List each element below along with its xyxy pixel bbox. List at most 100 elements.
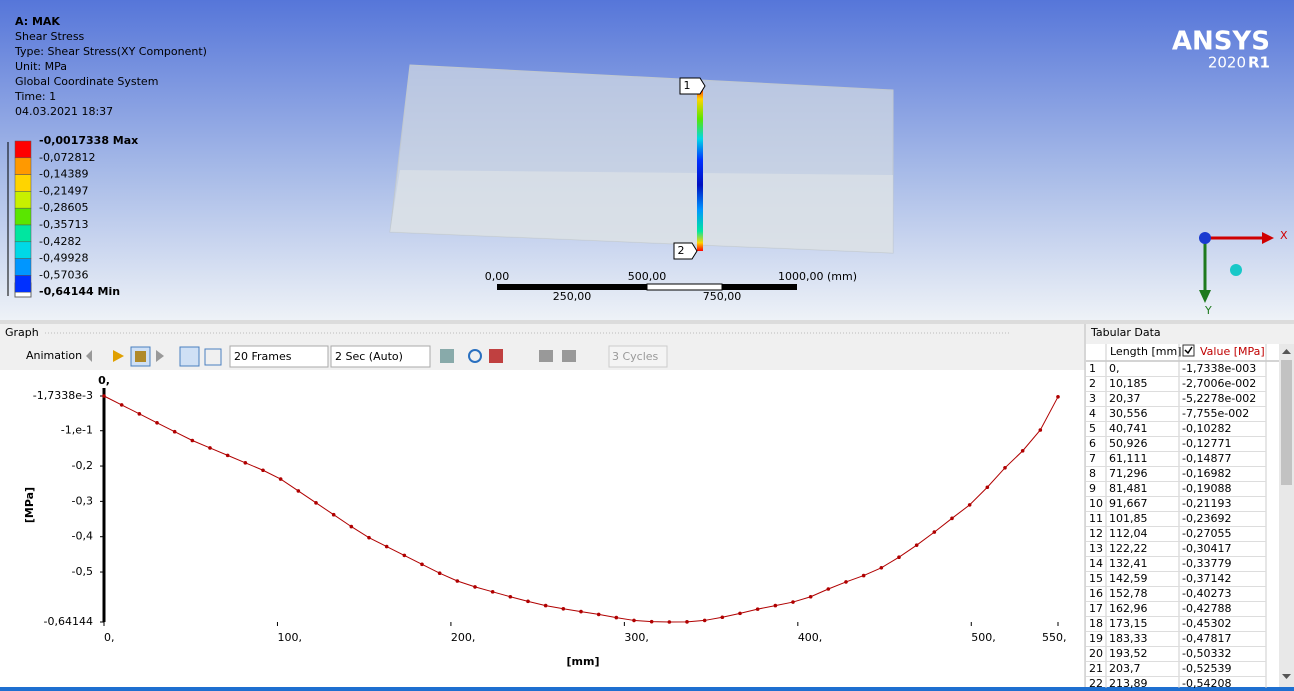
data-point <box>384 544 389 549</box>
splitter[interactable] <box>0 320 1294 324</box>
data-point <box>402 553 407 558</box>
checkmark <box>1184 346 1193 355</box>
triad-label: Y <box>1204 304 1212 317</box>
y-tick-label: -0,2 <box>72 459 93 472</box>
table-cell: 101,85 <box>1109 512 1148 525</box>
play-button[interactable] <box>113 350 124 362</box>
table-cell: 4 <box>1089 407 1096 420</box>
grid-button[interactable] <box>539 350 553 362</box>
table-cell: 20,37 <box>1109 392 1141 405</box>
data-point <box>119 403 124 407</box>
data-point <box>897 555 901 559</box>
frames-value[interactable]: 20 Frames <box>234 350 292 363</box>
distributed-button[interactable] <box>179 346 200 367</box>
table-cell: 1 <box>1089 362 1096 375</box>
x-tick-label: 400, <box>798 631 823 644</box>
data-point <box>614 615 619 620</box>
data-point <box>261 468 265 473</box>
scale-label: 750,00 <box>703 290 742 303</box>
frames-dropdown[interactable] <box>229 345 329 368</box>
result-button[interactable] <box>204 348 222 366</box>
legend-label: -0,57036 <box>39 268 88 281</box>
table-cell: 5 <box>1089 422 1096 435</box>
duration-dropdown[interactable] <box>330 345 431 368</box>
scale-label: 0,00 <box>485 270 510 283</box>
table-cell: -0,21193 <box>1182 497 1231 510</box>
export-button[interactable] <box>440 349 454 363</box>
duration-value[interactable]: 2 Sec (Auto) <box>335 350 403 363</box>
table-cell: 10,185 <box>1109 377 1148 390</box>
plot-area <box>0 370 1085 688</box>
table-cell: -5,2278e-002 <box>1182 392 1256 405</box>
scale-bar <box>722 284 797 290</box>
grid-button[interactable] <box>562 350 576 362</box>
data-point <box>950 516 954 521</box>
prev-button[interactable] <box>86 350 92 362</box>
color-button[interactable] <box>489 349 503 363</box>
y-tick-label: -0,3 <box>72 494 93 507</box>
result-info: 04.03.2021 18:37 <box>15 105 113 118</box>
data-point <box>367 535 371 540</box>
legend-swatch <box>14 275 32 293</box>
cycles-dropdown[interactable] <box>608 345 668 368</box>
panel-header <box>0 324 1085 344</box>
scale-bar <box>497 284 647 290</box>
data-point <box>879 565 884 570</box>
scroll-up[interactable] <box>1282 349 1291 354</box>
table-cell: -0,52539 <box>1182 662 1231 675</box>
x-tick-label: 0, <box>104 631 115 644</box>
table-cell: 9 <box>1089 482 1096 495</box>
zoom-button[interactable] <box>468 349 482 363</box>
table-cell: -7,755e-002 <box>1182 407 1249 420</box>
legend-swatch <box>14 258 32 276</box>
table-cell: 7 <box>1089 452 1096 465</box>
stop-icon <box>135 351 146 362</box>
cycles-value[interactable]: 3 Cycles <box>612 350 659 363</box>
table-cell: -0,33779 <box>1182 557 1231 570</box>
scale-label: 500,00 <box>628 270 667 283</box>
data-point <box>190 438 195 443</box>
table-cell: 20 <box>1089 647 1103 660</box>
probe-line <box>697 86 703 251</box>
table-cell: 15 <box>1089 572 1103 585</box>
table-cell: 17 <box>1089 602 1103 615</box>
data-point <box>861 573 866 578</box>
table-cell: 21 <box>1089 662 1103 675</box>
logo-release: R1 <box>1248 54 1270 72</box>
table-cell: -1,7338e-003 <box>1182 362 1256 375</box>
legend-label: -0,21497 <box>39 184 88 197</box>
triad-x-head <box>1262 232 1274 244</box>
table-cell: 14 <box>1089 557 1103 570</box>
table-cell: 61,111 <box>1109 452 1148 465</box>
table-cell: 18 <box>1089 617 1103 630</box>
result-info: Type: Shear Stress(XY Component) <box>14 45 207 58</box>
panel-title: Tabular Data <box>1090 326 1161 339</box>
data-point <box>473 585 477 589</box>
triad-sphere[interactable] <box>1230 264 1242 276</box>
table-cell: -0,27055 <box>1182 527 1231 540</box>
data-point <box>967 503 972 507</box>
legend-swatch <box>14 140 32 159</box>
legend-swatch <box>14 241 32 259</box>
table-cell: 8 <box>1089 467 1096 480</box>
checkbox[interactable] <box>1182 344 1195 357</box>
table-cell: 0, <box>1109 362 1120 375</box>
data-point <box>738 611 742 616</box>
next-button[interactable] <box>156 350 164 362</box>
column-header: Length [mm] <box>1110 345 1181 358</box>
legend-swatch <box>14 157 32 175</box>
probe-flag <box>673 242 698 260</box>
table-cell: -0,12771 <box>1182 437 1231 450</box>
scroll-down[interactable] <box>1282 674 1291 679</box>
y-axis-title: [MPa] <box>23 487 36 523</box>
y-tick-label: -0,5 <box>72 565 93 578</box>
table-cell: 6 <box>1089 437 1096 450</box>
result-info: A: MAK <box>15 15 60 28</box>
legend-label: -0,49928 <box>39 252 88 265</box>
data-point <box>720 615 725 620</box>
y-tick-label: -1,e-1 <box>61 424 93 437</box>
table-cell: 19 <box>1089 632 1103 645</box>
scroll-thumb[interactable] <box>1281 360 1292 485</box>
